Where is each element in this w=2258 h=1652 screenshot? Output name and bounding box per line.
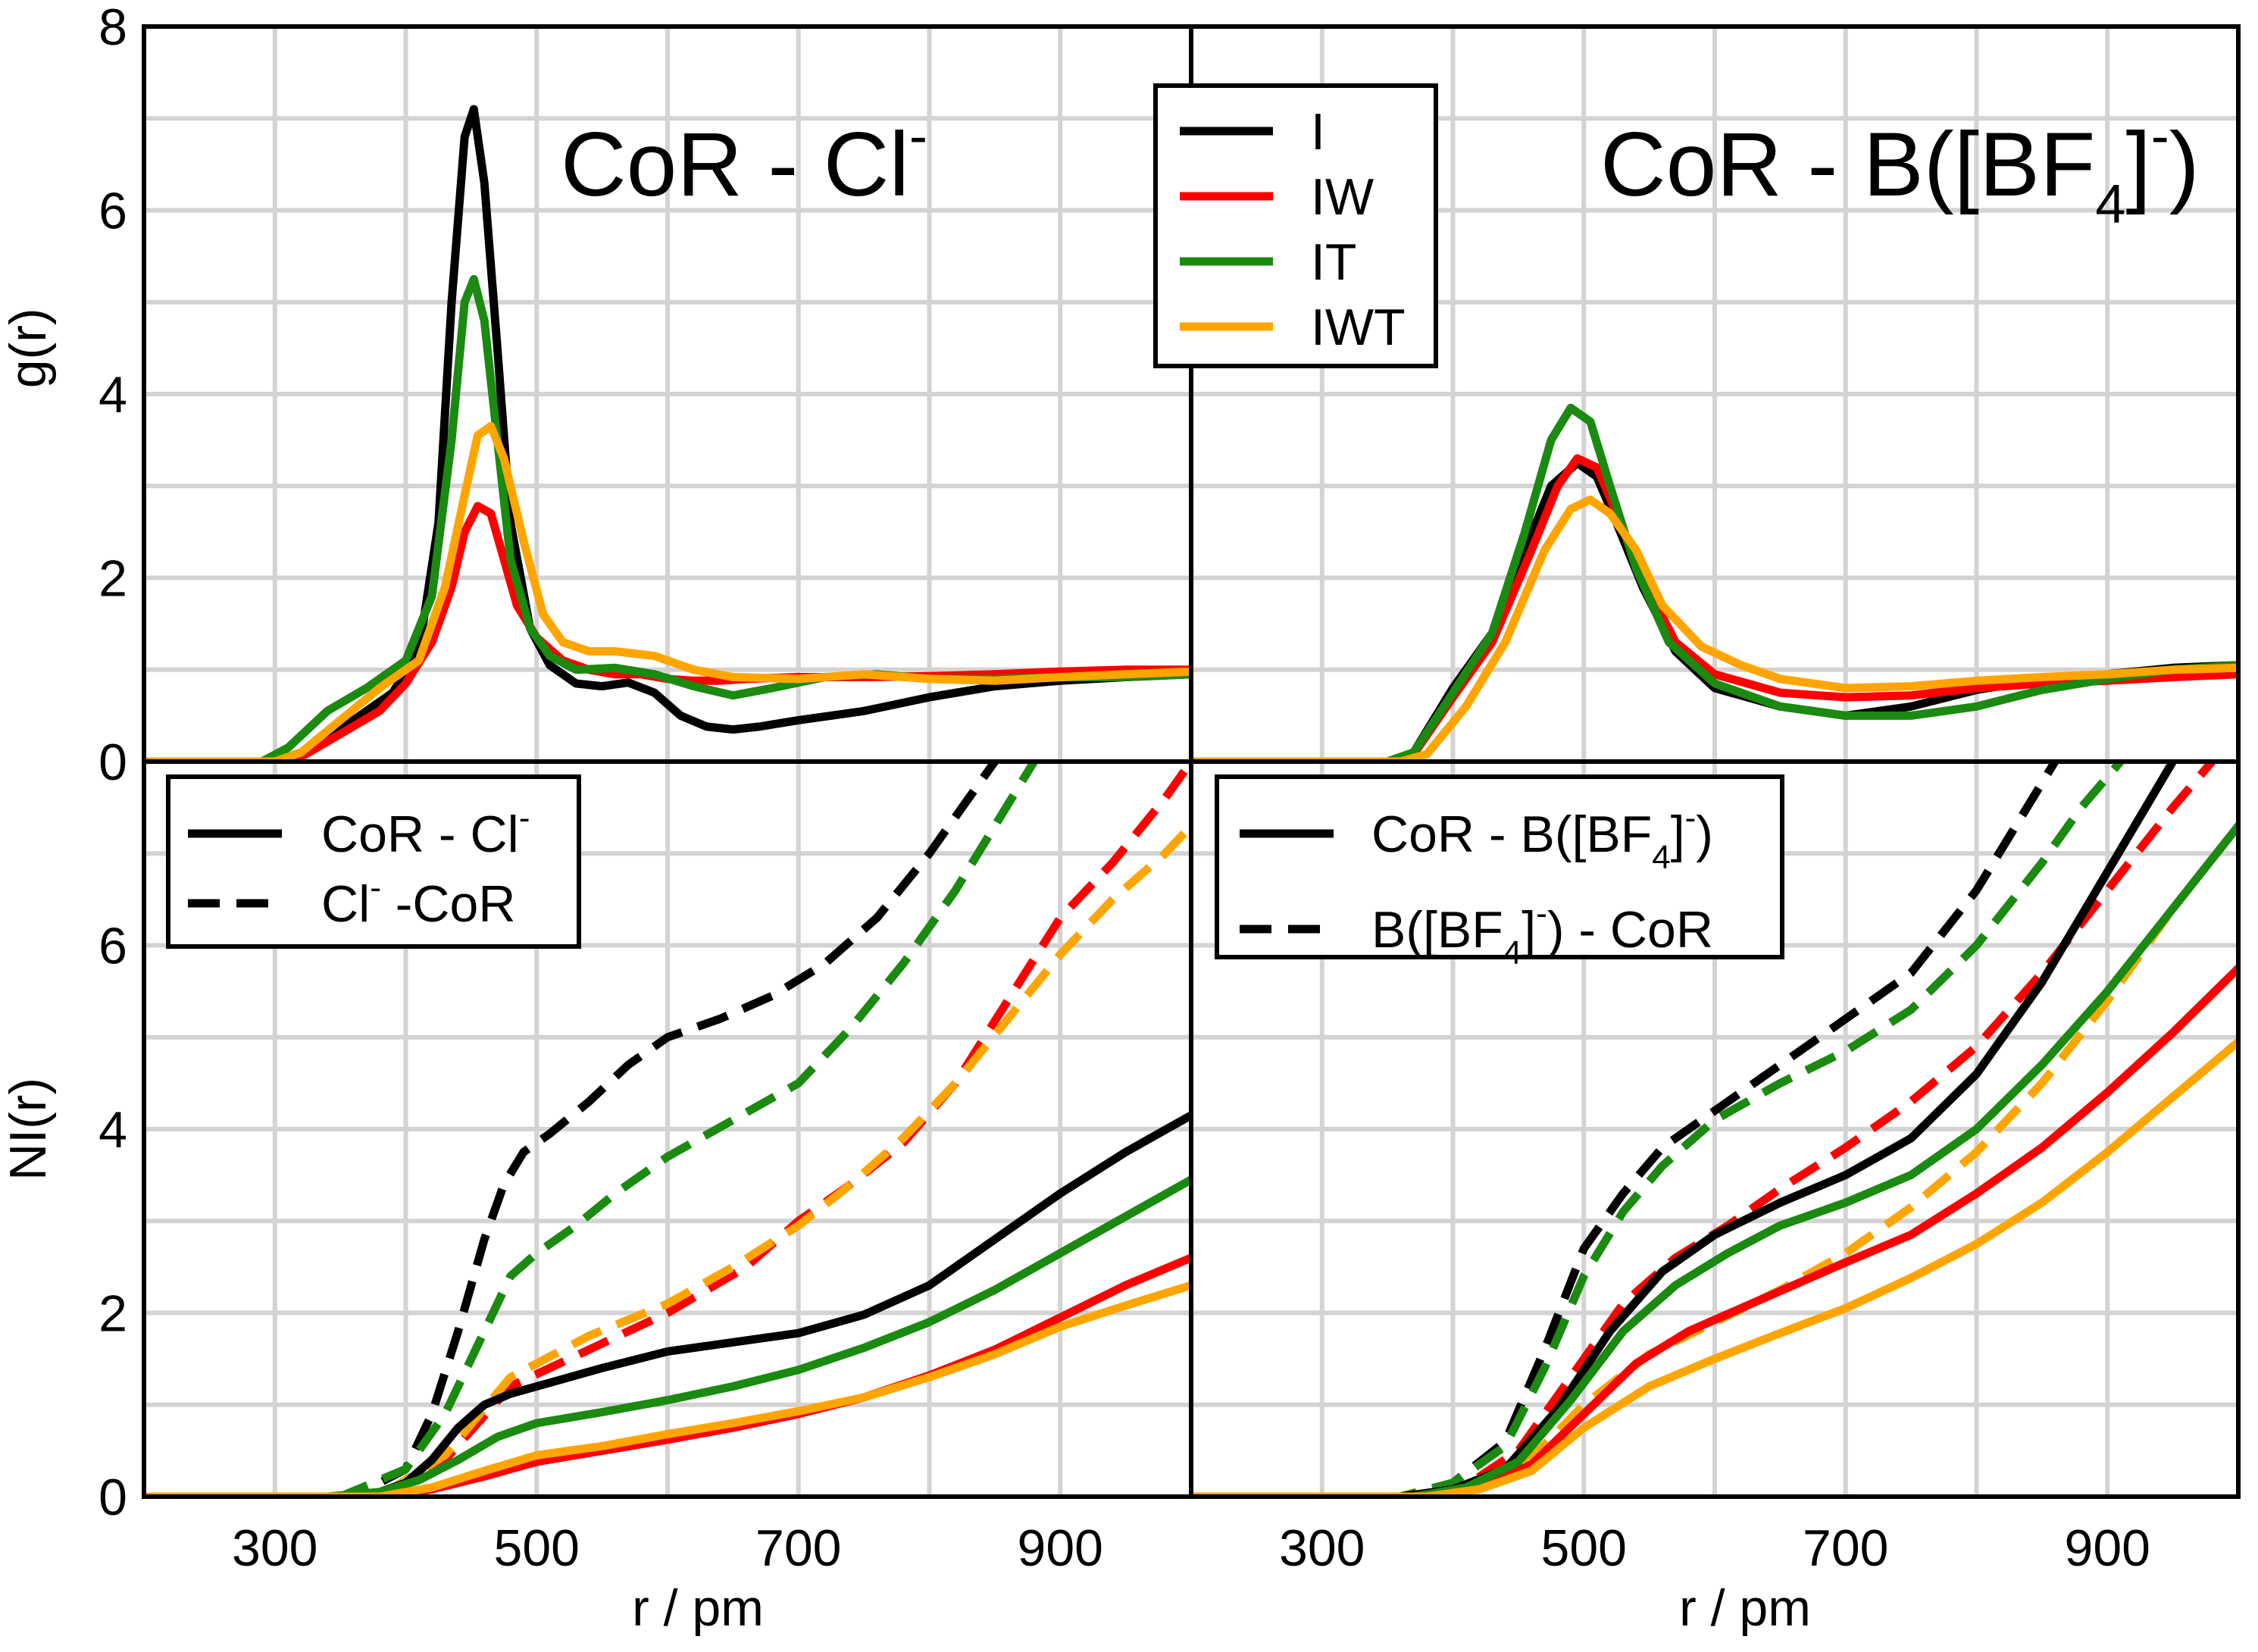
gr-left-line-iwt xyxy=(144,421,1191,762)
panel-title-right-close: ] xyxy=(2125,114,2150,215)
panel-title-right-sup: - xyxy=(2151,106,2169,167)
nl-legend-right-dashed-label: B([BF4]-) - CoR xyxy=(1371,895,1713,971)
panel-title-left: CoR - Cl- xyxy=(561,106,927,215)
y-tick-label-top: 8 xyxy=(99,0,127,56)
nl-right-dashed-line-it xyxy=(1191,762,2124,1497)
panel-title-left-sup: - xyxy=(909,106,927,167)
nl-legend-right-solid-pre: CoR - B([BF xyxy=(1371,806,1652,863)
nl-legend-right-dashed-pre: B([BF xyxy=(1371,901,1503,959)
nl-legend-right-dashed-end: ) - CoR xyxy=(1547,901,1713,959)
text-layer: 0 2 4 6 8 0 2 4 6 300 500 700 900 r / pm 300 500 700 900 r… xyxy=(0,0,2200,1637)
nl-legend-left-solid-label: CoR - Cl- xyxy=(321,799,530,863)
nl-legend-left-dashed-label: Cl- -CoR xyxy=(321,869,515,933)
series-legend-label-it: IT xyxy=(1311,233,1356,291)
y-tick-label-bottom: 0 xyxy=(99,1469,127,1526)
y-tick-label-top: 4 xyxy=(99,366,127,424)
nl-left-dashed-line-iwt xyxy=(144,823,1191,1497)
nl-left-dashed-line-i xyxy=(144,762,999,1497)
nl-legend-right-dashed-mid: ] xyxy=(1521,901,1536,959)
x-axis-label: r / pm xyxy=(632,1579,764,1637)
nl-right-dashed-line-i xyxy=(1191,762,2059,1497)
y-tick-label-top: 2 xyxy=(99,550,127,608)
nl-left-dashed-line-it xyxy=(144,762,1038,1497)
y-tick-label-bottom: 6 xyxy=(99,918,127,975)
x-tick-label: 500 xyxy=(494,1519,580,1577)
x-tick-label: 300 xyxy=(232,1519,317,1577)
series-legend-label-i: I xyxy=(1311,103,1325,161)
panel-title-left-main: CoR - Cl xyxy=(561,114,909,215)
series-legend-label-iw: IW xyxy=(1311,168,1374,226)
x-tick-label: 500 xyxy=(1541,1519,1627,1577)
nl-legend-left-solid-main: CoR - Cl xyxy=(321,806,519,863)
y-tick-label-bottom: 4 xyxy=(99,1101,127,1159)
nl-legend-left-dashed-sup: - xyxy=(370,869,381,906)
nl-right-solid-line-iwt xyxy=(1191,1037,2238,1497)
nl-legend-right-dashed-sub: 4 xyxy=(1503,934,1521,971)
y-tick-label-top: 0 xyxy=(99,734,127,791)
gr-left-series-group xyxy=(144,105,1191,762)
gr-right-series-group xyxy=(1191,403,2238,762)
nl-legend-left-dashed-main: Cl xyxy=(321,875,370,933)
series-legend: I IW IT IWT xyxy=(1153,83,1438,368)
nl-left-dashed-line-iw xyxy=(144,762,1191,1497)
gr-right-line-it xyxy=(1191,403,2238,762)
nl-legend-right-solid-sup: - xyxy=(1685,799,1697,837)
nl-legend-right: CoR - B([BF4]-)B([BF4]-) - CoR xyxy=(1215,774,1784,971)
panel-title-right-main: CoR - B([BF xyxy=(1600,114,2095,215)
nl-legend-right-solid-end: ) xyxy=(1696,806,1713,863)
nl-left-solid-series-group xyxy=(144,1111,1191,1497)
gr-right-line-iwt xyxy=(1191,495,2238,762)
nl-legend-right-solid-sub: 4 xyxy=(1652,839,1670,876)
x-axis-label: r / pm xyxy=(1679,1579,1811,1637)
nl-left-dashed-series-group xyxy=(144,762,1191,1497)
x-tick-label: 900 xyxy=(2065,1519,2150,1577)
x-tick-label: 700 xyxy=(755,1519,841,1577)
nl-legend-right-solid-label: CoR - B([BF4]-) xyxy=(1371,799,1713,876)
nl-left-solid-line-iwt xyxy=(144,1281,1191,1497)
nl-legend-left-box xyxy=(166,774,581,949)
nl-legend-left-dashed-end: -CoR xyxy=(381,875,516,933)
nl-legend-left-solid-sup: - xyxy=(519,799,530,837)
nl-legend-right-dashed-sup: - xyxy=(1536,895,1547,932)
nl-right-solid-line-it xyxy=(1191,821,2238,1497)
nl-left-solid-line-it xyxy=(144,1175,1191,1497)
nl-right-solid-series-group xyxy=(1191,762,2238,1497)
x-tick-label: 300 xyxy=(1279,1519,1365,1577)
panel-title-right: CoR - B([BF4]-) xyxy=(1600,106,2200,235)
x-tick-label: 700 xyxy=(1803,1519,1888,1577)
nl-legend-left: CoR - Cl-Cl- -CoR xyxy=(166,774,581,949)
nl-legend-right-solid-mid: ] xyxy=(1671,806,1685,863)
gr-left-line-i xyxy=(144,105,1191,762)
panel-title-right-sub: 4 xyxy=(2095,174,2125,235)
panel-title-right-end: ) xyxy=(2169,114,2200,215)
x-tick-label: 900 xyxy=(1018,1519,1103,1577)
y-axis-label-top: g(r) xyxy=(0,308,57,388)
y-axis-label-bottom: NI(r) xyxy=(0,1078,57,1181)
y-tick-label-top: 6 xyxy=(99,183,127,240)
series-legend-label-iwt: IWT xyxy=(1311,299,1406,356)
series-layer xyxy=(144,105,2238,1497)
nl-right-dashed-line-iw xyxy=(1191,762,2216,1497)
y-tick-label-bottom: 2 xyxy=(99,1285,127,1343)
